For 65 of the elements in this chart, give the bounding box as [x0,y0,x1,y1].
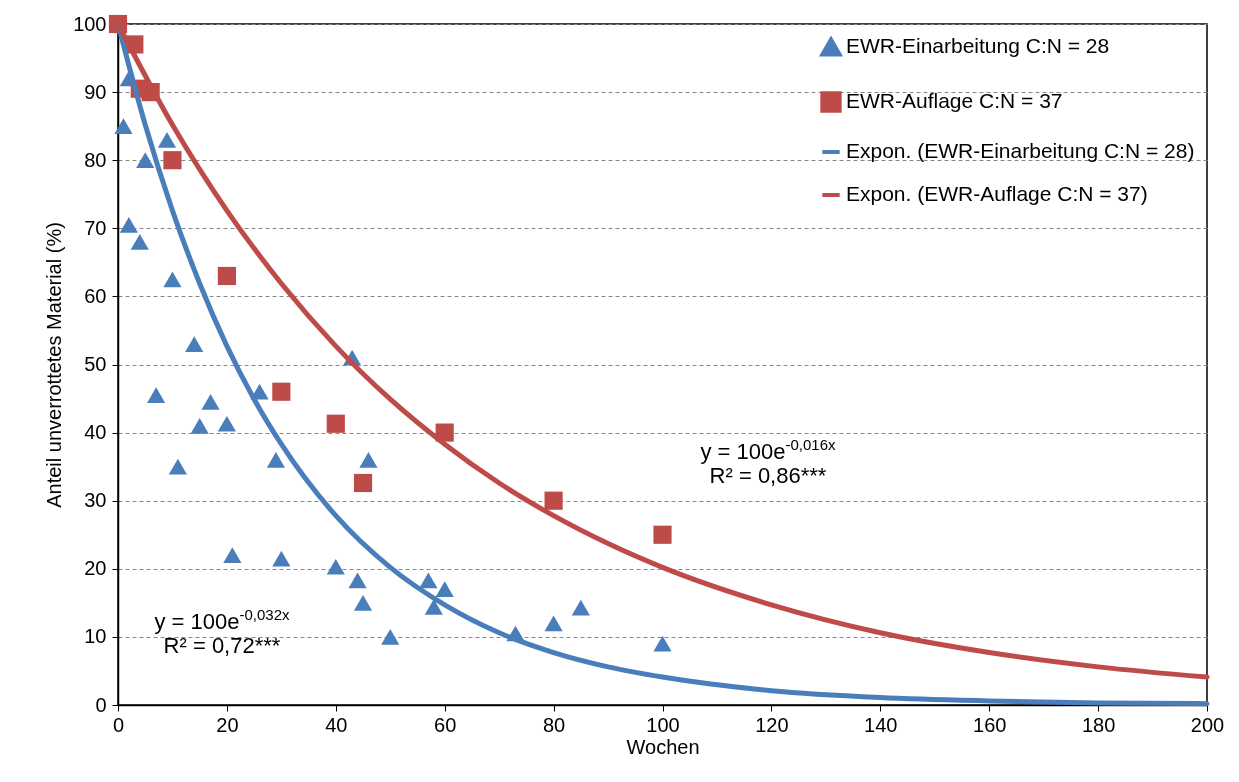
point [326,558,345,575]
x-tick-label: 0 [112,713,125,736]
x-tick-label: 140 [864,713,898,736]
y-tick-label: 20 [84,557,107,580]
point [353,594,373,611]
point [359,451,378,468]
point [272,550,291,567]
annotation: y = 100e$^{-0,032x}$ [154,606,290,634]
point [168,458,187,475]
point [157,131,177,148]
point [223,547,242,564]
y-tick-label: 90 [84,80,107,103]
point [544,491,563,510]
legend-label: EWR-Auflage C:N = 37 [846,89,1063,112]
point [266,451,285,468]
y-tick-label: 10 [84,625,107,648]
point [136,152,155,169]
point [114,118,133,135]
y-tick-label: 30 [84,489,107,512]
legend-label: Expon. (EWR-Auflage C:N = 37) [846,182,1148,205]
y-tick-label: 40 [84,421,107,444]
point [185,336,204,352]
x-tick-label: 80 [542,713,566,736]
point [353,473,373,493]
x-tick-label: 120 [755,713,789,736]
point [653,525,672,544]
point [201,394,220,410]
point [130,234,149,250]
x-tick-label: 60 [434,713,457,736]
point [544,615,563,632]
point [163,271,182,288]
y-axis-title: Anteil unverrottetes Material (%) [43,222,66,508]
point [272,382,291,401]
point [119,217,138,233]
x-axis-title: Wochen [626,735,700,758]
point [571,599,590,616]
y-tick-label: 80 [84,148,107,171]
point [435,581,454,598]
x-tick-label: 160 [973,713,1007,736]
point [348,572,367,589]
annotation: R² = 0,72*** [163,633,281,658]
point [147,387,166,404]
point [424,599,443,615]
x-tick-label: 100 [646,713,680,736]
legend-label: Expon. (EWR-Einarbeitung C:N = 28) [846,139,1195,162]
annotation: y = 100e$^{-0,016x}$ [700,436,836,464]
x-tick-label: 200 [1190,713,1225,736]
y-tick-label: 70 [84,216,107,239]
x-tick-label: 20 [216,713,239,736]
point [190,417,209,434]
point [163,151,182,170]
x-tick-label: 40 [325,713,348,736]
point [217,415,236,432]
point [381,629,400,645]
annotation: R² = 0,86*** [709,463,827,488]
x-tick-label: 180 [1081,713,1116,736]
y-tick-label: 0 [95,693,107,716]
point [326,414,345,433]
y-tick-label: 60 [84,284,107,307]
point [653,635,672,652]
y-tick-label: 100 [73,12,107,35]
point [419,572,438,589]
legend-label: EWR-Einarbeitung C:N = 28 [846,34,1110,57]
point [217,266,236,286]
y-tick-label: 50 [84,353,107,375]
